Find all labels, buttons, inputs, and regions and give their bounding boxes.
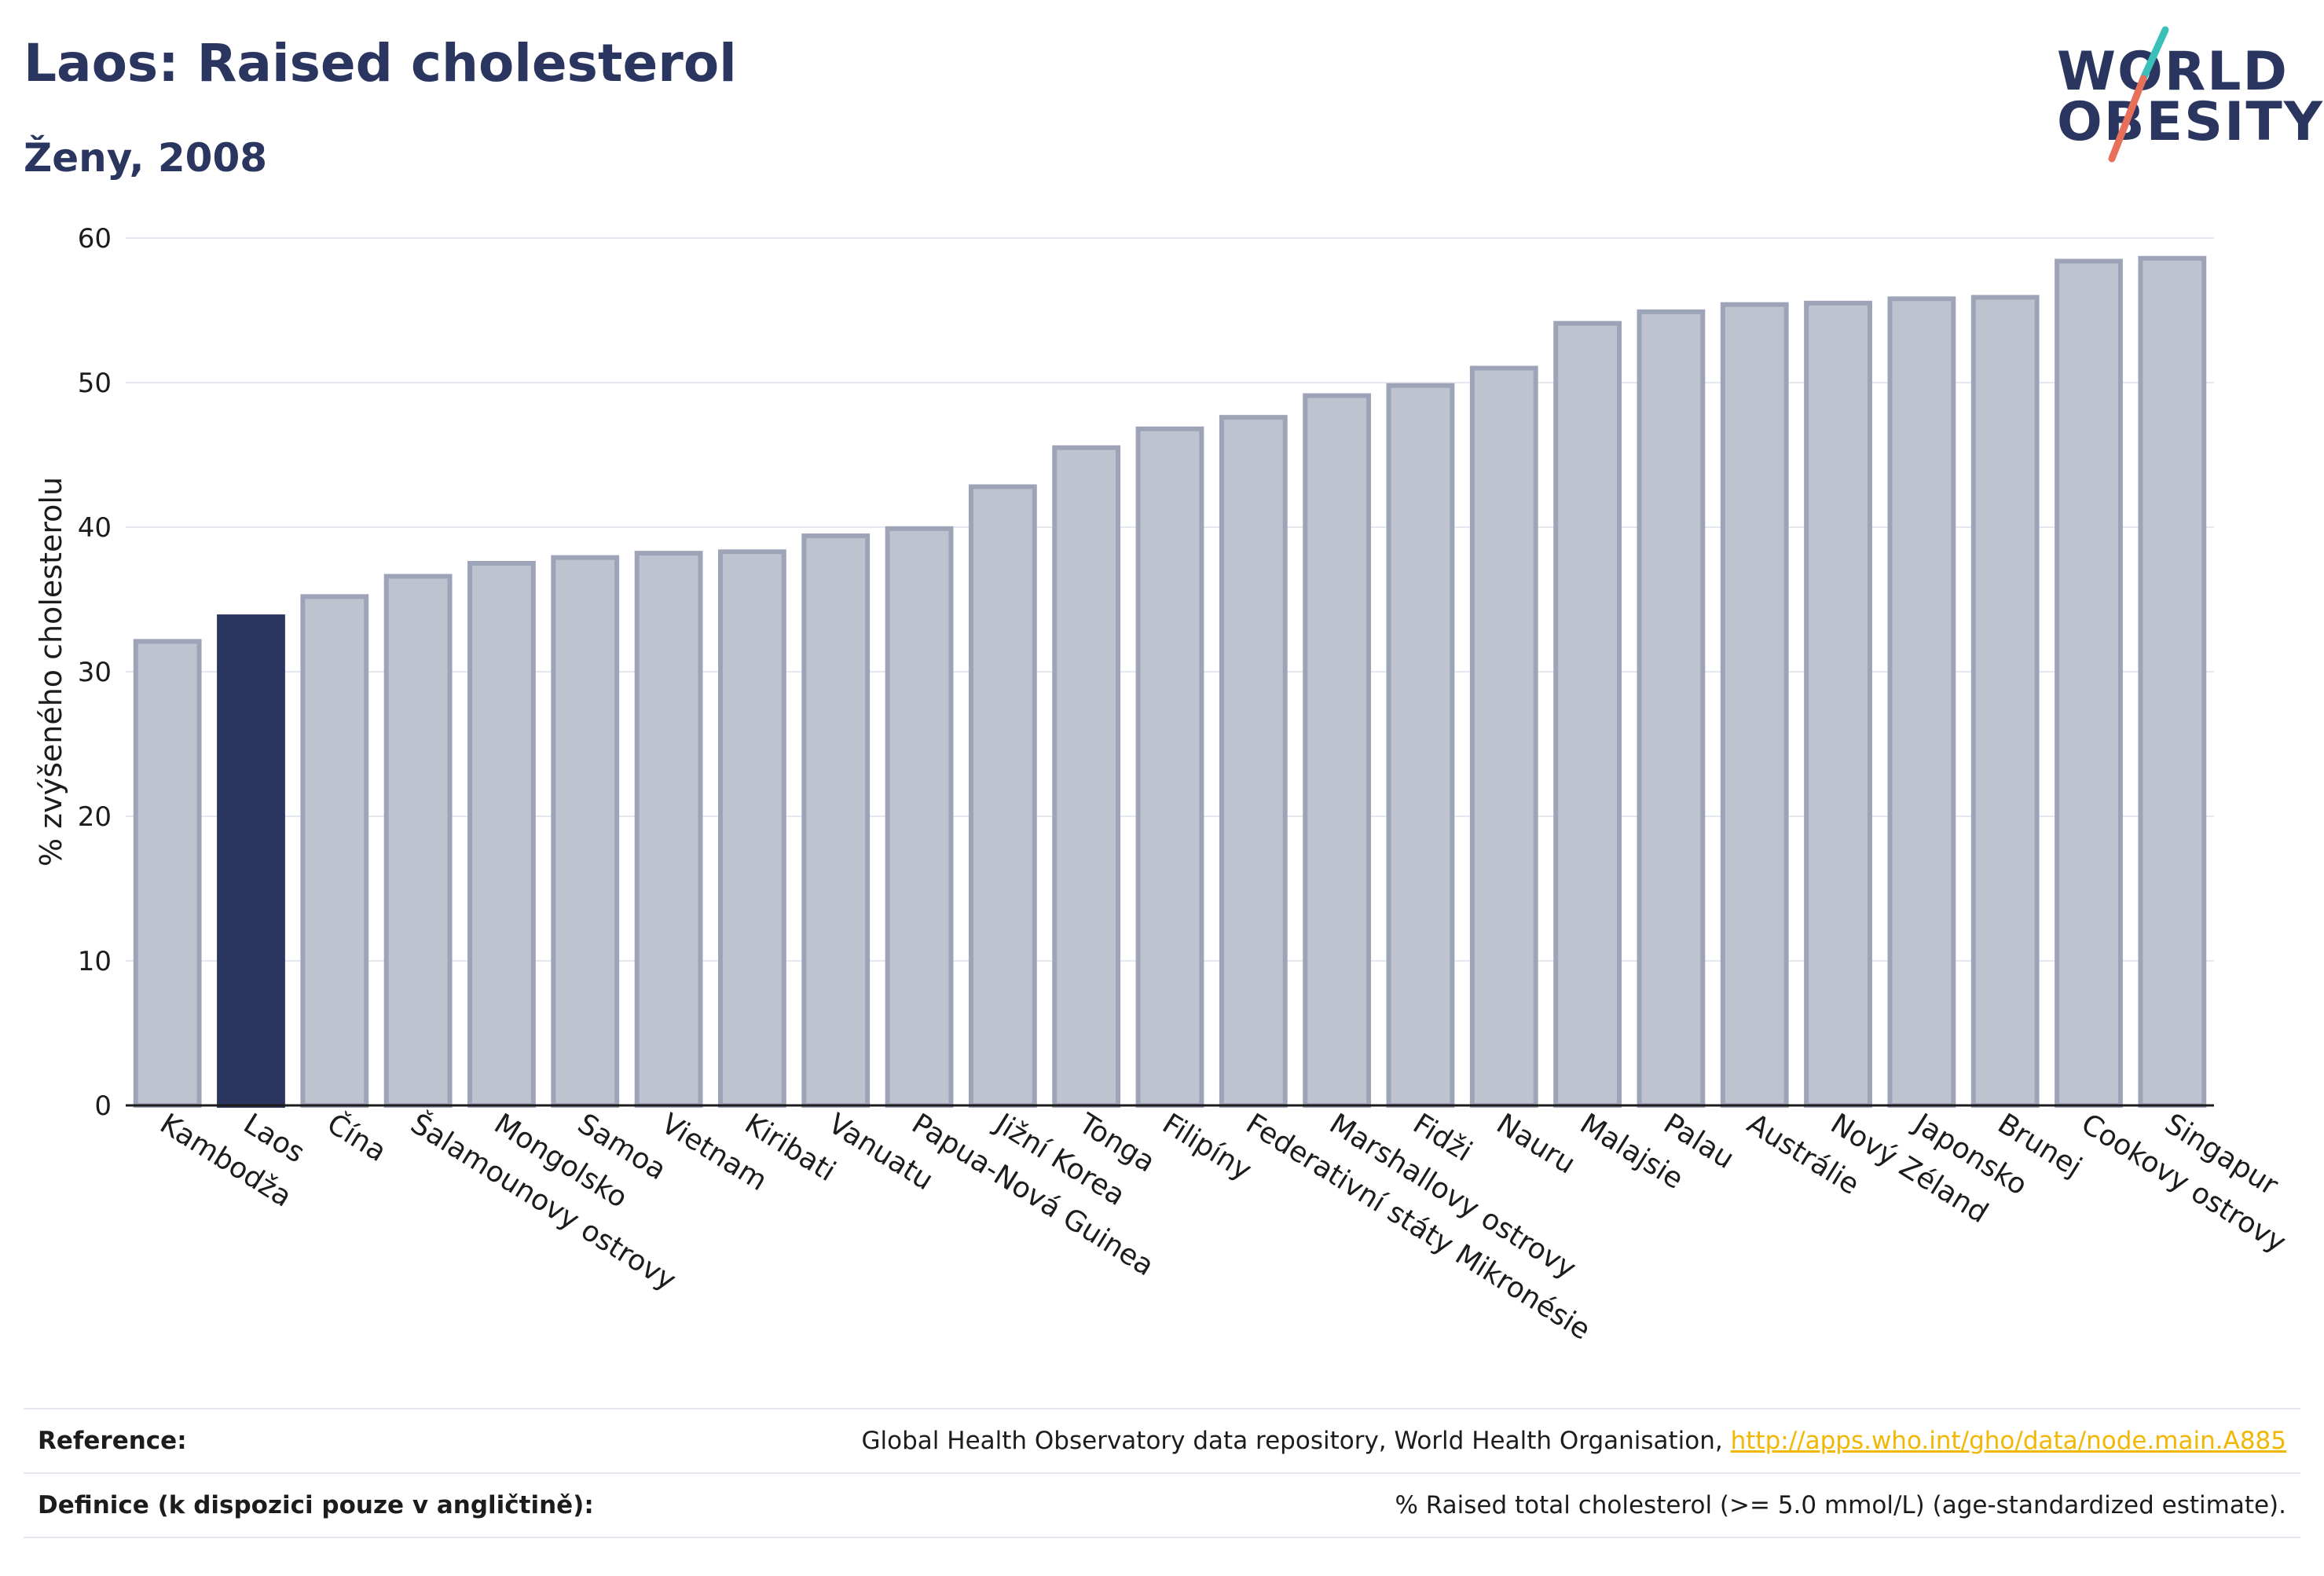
bar	[1303, 393, 1372, 1108]
bar	[717, 549, 786, 1108]
bar	[551, 555, 620, 1108]
bar	[133, 639, 202, 1108]
y-tick-label: 20	[78, 801, 112, 833]
definition-label: Definice (k dispozici pouze v angličtině…	[38, 1491, 594, 1519]
y-tick-label: 60	[78, 223, 112, 255]
y-tick-label: 30	[78, 657, 112, 688]
x-tick-label: Čína	[321, 1107, 392, 1168]
reference-text: Global Health Observatory data repositor…	[861, 1427, 1731, 1455]
bar	[2055, 258, 2123, 1109]
bar	[885, 526, 954, 1108]
y-tick-label: 50	[78, 368, 112, 399]
y-axis-label: % zvýšeného cholesterolu	[34, 477, 68, 867]
bar	[467, 561, 536, 1108]
bar	[1804, 300, 1872, 1109]
logo-slash-icon	[2108, 26, 2169, 163]
bar	[801, 533, 871, 1109]
y-tick-label: 10	[78, 946, 112, 977]
footer-reference-row: Reference: Global Health Observatory dat…	[24, 1408, 2300, 1472]
footer-definition-row: Definice (k dispozici pouze v angličtině…	[24, 1472, 2300, 1538]
chart-subtitle: Ženy, 2008	[24, 135, 268, 181]
bar	[968, 484, 1037, 1109]
world-obesity-logo: WORLD OBESITY	[2057, 24, 2322, 173]
bar	[2138, 255, 2207, 1108]
bar	[634, 551, 703, 1108]
x-tick-label: Nauru	[1491, 1108, 1582, 1181]
y-tick-label: 0	[94, 1090, 112, 1122]
bar	[1637, 309, 1706, 1108]
bar	[1386, 383, 1455, 1108]
bar	[1553, 321, 1622, 1108]
bar	[1219, 415, 1288, 1109]
bar	[1970, 295, 2040, 1109]
bar	[383, 574, 453, 1108]
x-tick-label: Filipíny	[1157, 1108, 1257, 1187]
reference-link[interactable]: http://apps.who.int/gho/data/node.main.A…	[1730, 1427, 2286, 1455]
bar	[1135, 426, 1204, 1108]
bar	[300, 594, 369, 1108]
logo-word-obesity: OBESITY	[2057, 91, 2324, 153]
logo-word-world: WORLD	[2057, 41, 2289, 103]
chart-title: Laos: Raised cholesterol	[24, 33, 737, 93]
reference-value: Global Health Observatory data repositor…	[862, 1427, 2300, 1455]
y-tick-label: 40	[78, 512, 112, 544]
reference-label: Reference:	[38, 1427, 187, 1455]
bar	[1469, 365, 1538, 1109]
bar-highlight	[217, 614, 285, 1108]
definition-text: % Raised total cholesterol (>= 5.0 mmol/…	[1395, 1491, 2286, 1519]
bar	[1720, 302, 1789, 1108]
bar	[1887, 296, 1956, 1108]
bar	[1052, 445, 1121, 1108]
